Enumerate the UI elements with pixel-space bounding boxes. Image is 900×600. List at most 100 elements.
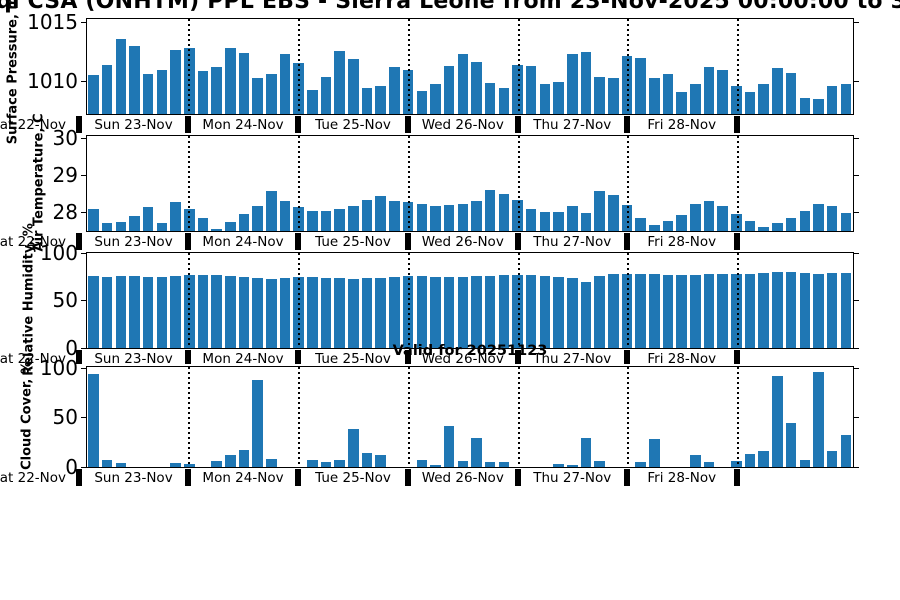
day-boundary-gridline [298, 19, 300, 114]
air-temperature-bar [635, 218, 646, 231]
surface-pressure-bar [608, 78, 619, 114]
relative-humidity-bar [758, 272, 769, 348]
relative-humidity-bar [389, 277, 400, 348]
day-separator [624, 233, 630, 250]
day-label: Fri 28-Nov [647, 351, 717, 367]
air-temperature-bar [566, 205, 578, 231]
relative-humidity-bar [813, 273, 824, 348]
surface-pressure-bar [566, 54, 578, 114]
day-axis-row-4: Sat 22-Nov Sun 23-Nov Mon 24-Nov Tue 25-Nov… [0, 469, 900, 487]
surface-pressure-bar [88, 74, 99, 114]
cloud-cover-bar [225, 455, 236, 467]
relative-humidity-bar [375, 278, 386, 348]
air-temperature-bar [785, 218, 797, 231]
day-separator [733, 116, 740, 133]
day-boundary-gridline [408, 136, 410, 231]
cloud-cover-plot-area [87, 367, 853, 467]
surface-pressure-bar [457, 54, 469, 114]
surface-pressure-bar [484, 82, 496, 114]
day-label-sat-22: Sat 22-Nov [0, 351, 66, 367]
day-boundary-gridline [736, 367, 739, 467]
day-separator [185, 469, 191, 486]
relative-humidity-bar [662, 275, 674, 348]
day-label: Wed 26-Nov [421, 351, 504, 367]
surface-pressure-bar [389, 66, 400, 114]
air-temperature-bar [225, 221, 236, 231]
relative-humidity-bar [498, 275, 510, 348]
day-boundary-gridline [298, 253, 300, 348]
day-separator [405, 469, 411, 486]
relative-humidity-bar [621, 273, 633, 348]
air-temperature-bar [649, 224, 660, 231]
surface-pressure-bar [348, 58, 359, 114]
day-separator [405, 233, 411, 250]
relative-humidity-bar [170, 276, 181, 348]
day-separator [624, 116, 630, 133]
relative-humidity-bar [320, 278, 332, 348]
cloud-cover-bar [115, 463, 127, 467]
y-tick-label: 1015 [27, 10, 78, 35]
relative-humidity-bar [826, 272, 838, 348]
surface-pressure-bar [115, 39, 127, 114]
relative-humidity-bar [649, 274, 660, 348]
surface-pressure-bar [635, 57, 646, 114]
cloud-cover-bar [443, 426, 455, 467]
air-temperature-bar [772, 223, 783, 231]
cloud-cover-bar [101, 460, 113, 467]
cloud-cover-bar [416, 460, 428, 467]
air-temperature-bar [662, 220, 674, 231]
day-boundary-gridline [298, 367, 300, 467]
surface-pressure-bar [252, 78, 263, 114]
relative-humidity-bar [553, 277, 564, 348]
day-boundary-gridline [627, 19, 629, 114]
cloud-cover-bar [731, 461, 742, 467]
air-temperature-bar [553, 211, 564, 231]
surface-pressure-bar [156, 70, 168, 114]
cloud-cover-bar [826, 451, 838, 467]
surface-pressure-bar [785, 72, 797, 114]
surface-pressure-bar [772, 67, 783, 114]
y-tick-label: 30 [52, 125, 78, 150]
cloud-cover-bar [266, 459, 277, 467]
relative-humidity-bar [279, 278, 291, 348]
day-boundary-gridline [408, 19, 410, 114]
cloud-cover-bar [252, 379, 263, 467]
y-tick-left [81, 417, 86, 419]
air-temperature-bar [389, 201, 400, 231]
y-tick-label: 100 [39, 356, 78, 381]
relative-humidity-bar [594, 276, 605, 348]
y-tick-right [854, 367, 859, 369]
air-temperature-bar [252, 206, 263, 231]
relative-humidity-bar [731, 273, 742, 348]
surface-pressure-bar [361, 87, 373, 114]
air-temperature-bar [361, 199, 373, 231]
day-boundary-gridline [736, 19, 739, 114]
pressure-plot-area [87, 19, 853, 114]
relative-humidity-bar [635, 273, 646, 348]
y-tick-label: 50 [52, 288, 78, 313]
air-temperature-bar [348, 206, 359, 231]
surface-pressure-bar [238, 52, 250, 114]
day-boundary-gridline [517, 253, 520, 348]
air-temperature-bar [608, 195, 619, 231]
surface-pressure-bar [129, 46, 140, 114]
surface-pressure-bar [717, 70, 728, 114]
air-temperature-bar [484, 190, 496, 231]
relative-humidity-bar [307, 277, 318, 348]
relative-humidity-bar [252, 278, 263, 348]
surface-pressure-bar [676, 92, 687, 114]
y-tick-right [854, 212, 859, 214]
surface-pressure-bar [307, 89, 318, 114]
air-temperature-bar [594, 190, 605, 231]
y-tick-right [854, 81, 859, 83]
cloud-cover-bar [840, 434, 852, 467]
day-boundary-gridline [627, 253, 629, 348]
relative-humidity-bar [156, 277, 168, 348]
day-separator [733, 233, 740, 250]
y-tick-right [854, 137, 859, 139]
day-separator [514, 233, 521, 250]
air-temperature-bar [170, 202, 181, 231]
cloud-cover-bar [785, 423, 797, 467]
surface-pressure-bar [758, 84, 769, 114]
relative-humidity-bar [88, 276, 99, 348]
